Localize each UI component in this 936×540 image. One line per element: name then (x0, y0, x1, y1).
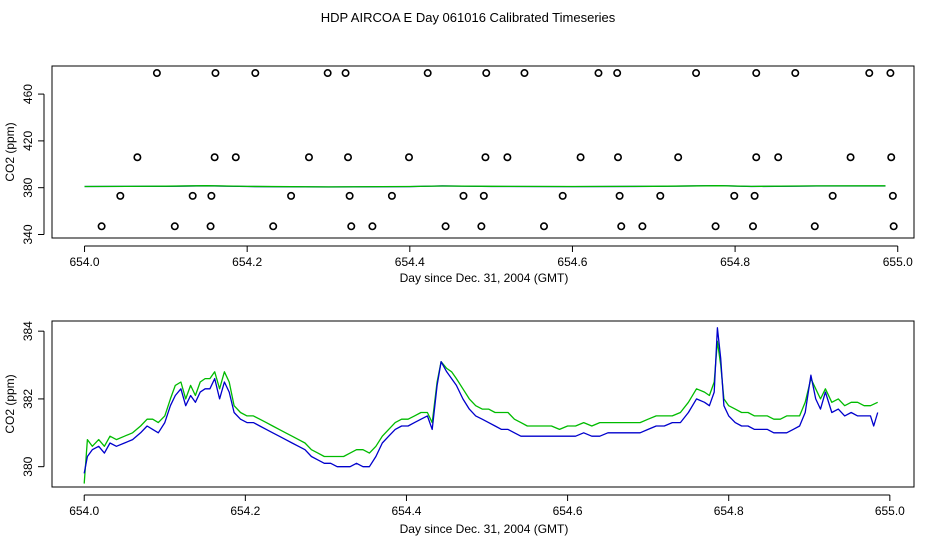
top-scatter-point (748, 222, 757, 231)
top-y-tick-label: 340 (21, 224, 35, 244)
top-scatter-point (752, 153, 761, 162)
top-scatter-point (116, 191, 125, 200)
top-scatter-point (810, 222, 819, 231)
top-scatter-point (479, 191, 488, 200)
bottom-plot-marks: 654.0 654.2 654.4 654.6 654.8 655.0 380 382 384 (21, 321, 905, 518)
top-scatter-point (368, 222, 377, 231)
top-scatter-point (210, 153, 219, 162)
top-scatter-point (231, 153, 240, 162)
top-scatter-point (711, 222, 720, 231)
top-scatter-point (774, 153, 783, 162)
top-scatter-point (730, 191, 739, 200)
bottom-panel: 654.0 654.2 654.4 654.6 654.8 655.0380382384 … (3, 320, 915, 536)
top-scatter-point (304, 153, 313, 162)
top-scatter-point (886, 69, 895, 78)
bottom-x-tick-label: 654.2 (230, 504, 260, 518)
top-scatter-point (206, 222, 215, 231)
bottom-y-tick-label: 384 (21, 321, 35, 341)
top-scatter-point (345, 191, 354, 200)
top-scatter-point (269, 222, 278, 231)
top-scatter-point (828, 191, 837, 200)
top-scatter-point (482, 69, 491, 78)
bottom-y-axis-label: CO2 (ppm) (3, 374, 17, 433)
top-scatter-point (752, 69, 761, 78)
bottom-series-green-line (83, 340, 878, 484)
top-x-tick-label: 654.0 (70, 255, 100, 269)
top-panel: 654.0 654.2 654.4 654.6 654.8 655.0 340 380 420 4… (3, 65, 915, 285)
bottom-x-tick-label: 655.0 (875, 504, 905, 518)
top-scatter-point (477, 222, 486, 231)
top-scatter-point (344, 153, 353, 162)
top-scatter-point (846, 153, 855, 162)
top-scatter-point (613, 153, 622, 162)
bottom-y-tick-label: 380 (21, 456, 35, 476)
bottom-x-tick-label: 654.6 (553, 504, 583, 518)
bottom-x-tick-label: 654.8 (714, 504, 744, 518)
top-scatter-point (865, 69, 874, 78)
top-scatter-point (287, 191, 296, 200)
top-scatter-point (888, 191, 897, 200)
top-plot-frame (51, 65, 915, 239)
top-scatter-point (97, 222, 106, 231)
top-scatter-point (133, 153, 142, 162)
top-scatter-point (692, 69, 701, 78)
top-x-axis-label: Day since Dec. 31, 2004 (GMT) (400, 271, 569, 285)
top-scatter-point (576, 153, 585, 162)
top-y-tick-label: 420 (21, 131, 35, 151)
top-scatter-point (656, 191, 665, 200)
top-scatter-point (481, 153, 490, 162)
figure-title: HDP AIRCOA E Day 061016 Calibrated Times… (321, 10, 616, 25)
top-scatter-point (791, 69, 800, 78)
top-scatter-point (503, 153, 512, 162)
top-scatter-point (441, 222, 450, 231)
bottom-x-axis-label: Day since Dec. 31, 2004 (GMT) (400, 522, 569, 536)
top-scatter-point (347, 222, 356, 231)
bottom-x-tick-label: 654.0 (69, 504, 99, 518)
top-scatter-point (889, 222, 898, 231)
top-scatter-point (404, 153, 413, 162)
top-x-tick-label: 654.2 (232, 255, 262, 269)
top-x-tick-label: 654.8 (720, 255, 750, 269)
top-scatter-point (674, 153, 683, 162)
bottom-plot-frame (51, 320, 915, 488)
top-scatter-point (323, 69, 332, 78)
top-y-axis-label: CO2 (ppm) (3, 122, 17, 181)
top-scatter-point (887, 153, 896, 162)
top-scatter-point (251, 69, 260, 78)
top-scatter-point (170, 222, 179, 231)
bottom-x-tick-label: 654.4 (391, 504, 421, 518)
top-scatter-point (207, 191, 216, 200)
top-scatter-point (341, 69, 350, 78)
bottom-y-tick-label: 382 (21, 389, 35, 409)
top-x-tick-label: 655.0 (883, 255, 913, 269)
top-scatter-point (617, 222, 626, 231)
top-scatter-point (558, 191, 567, 200)
top-scatter-point (211, 69, 220, 78)
bottom-series-blue-line (83, 327, 879, 474)
top-scatter-point (387, 191, 396, 200)
top-y-tick-label: 380 (21, 177, 35, 197)
top-plot-marks: 654.0 654.2 654.4 654.6 654.8 655.0 340 380 420 4… (21, 69, 913, 269)
top-scatter-point (594, 69, 603, 78)
top-scatter-point (520, 69, 529, 78)
top-series-green-line (84, 185, 886, 188)
top-scatter-point (638, 222, 647, 231)
top-x-tick-label: 654.6 (557, 255, 587, 269)
top-scatter-point (750, 191, 759, 200)
top-scatter-point (615, 191, 624, 200)
top-y-tick-label: 460 (21, 84, 35, 104)
top-scatter-point (613, 69, 622, 78)
top-scatter-point (188, 191, 197, 200)
top-x-tick-label: 654.4 (395, 255, 425, 269)
top-scatter-point (423, 69, 432, 78)
top-scatter-point (459, 191, 468, 200)
top-scatter-point (539, 222, 548, 231)
top-scatter-point (152, 69, 161, 78)
